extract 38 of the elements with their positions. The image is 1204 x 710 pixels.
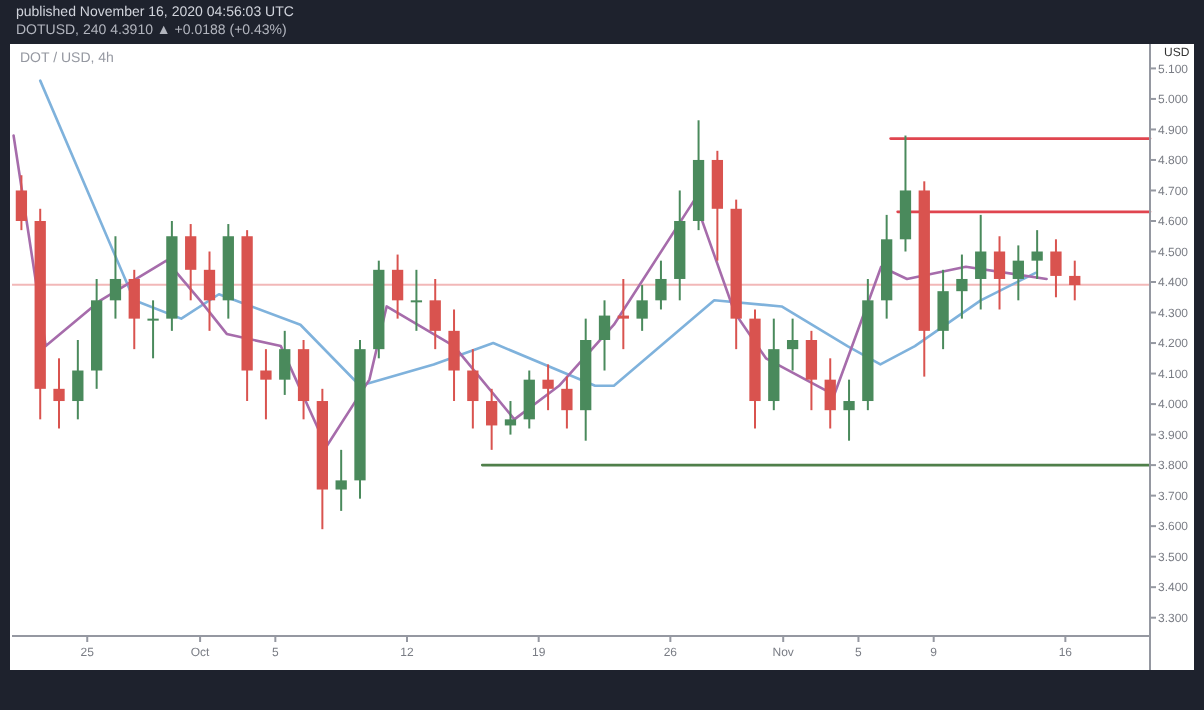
candlestick	[53, 357, 65, 430]
candlestick	[410, 268, 423, 332]
candlestick	[260, 348, 272, 421]
candlestick	[598, 299, 611, 372]
candlestick	[203, 250, 216, 332]
candlestick	[467, 348, 479, 430]
candlestick	[993, 235, 1006, 311]
candlestick	[617, 277, 629, 351]
candlestick	[391, 253, 404, 320]
candlestick	[843, 378, 855, 442]
candlestick	[975, 213, 987, 311]
line-series	[38, 79, 1037, 388]
candlestick	[448, 308, 460, 403]
candlestick	[1031, 229, 1043, 280]
candlestick	[824, 357, 836, 430]
candlestick	[937, 268, 949, 351]
candlestick	[335, 448, 347, 512]
candlestick	[15, 174, 28, 232]
candlestick	[655, 259, 667, 311]
candlestick	[185, 223, 197, 302]
candlestick	[523, 369, 535, 430]
candlestick	[561, 375, 573, 430]
candlestick	[486, 387, 498, 451]
candlestick	[1069, 259, 1081, 302]
candlestick	[72, 339, 84, 421]
candlestick	[279, 329, 291, 396]
candlestick	[1050, 238, 1062, 299]
candlestick	[786, 317, 799, 372]
candlestick	[1012, 244, 1024, 302]
candlestick	[504, 400, 517, 436]
candlestick	[956, 253, 968, 320]
candlestick	[147, 299, 159, 360]
candlestick	[109, 235, 122, 320]
candlestick	[542, 363, 554, 412]
candlestick	[128, 268, 140, 351]
candlestick	[636, 284, 648, 332]
candlestick	[429, 277, 441, 351]
candlestick	[805, 329, 818, 412]
